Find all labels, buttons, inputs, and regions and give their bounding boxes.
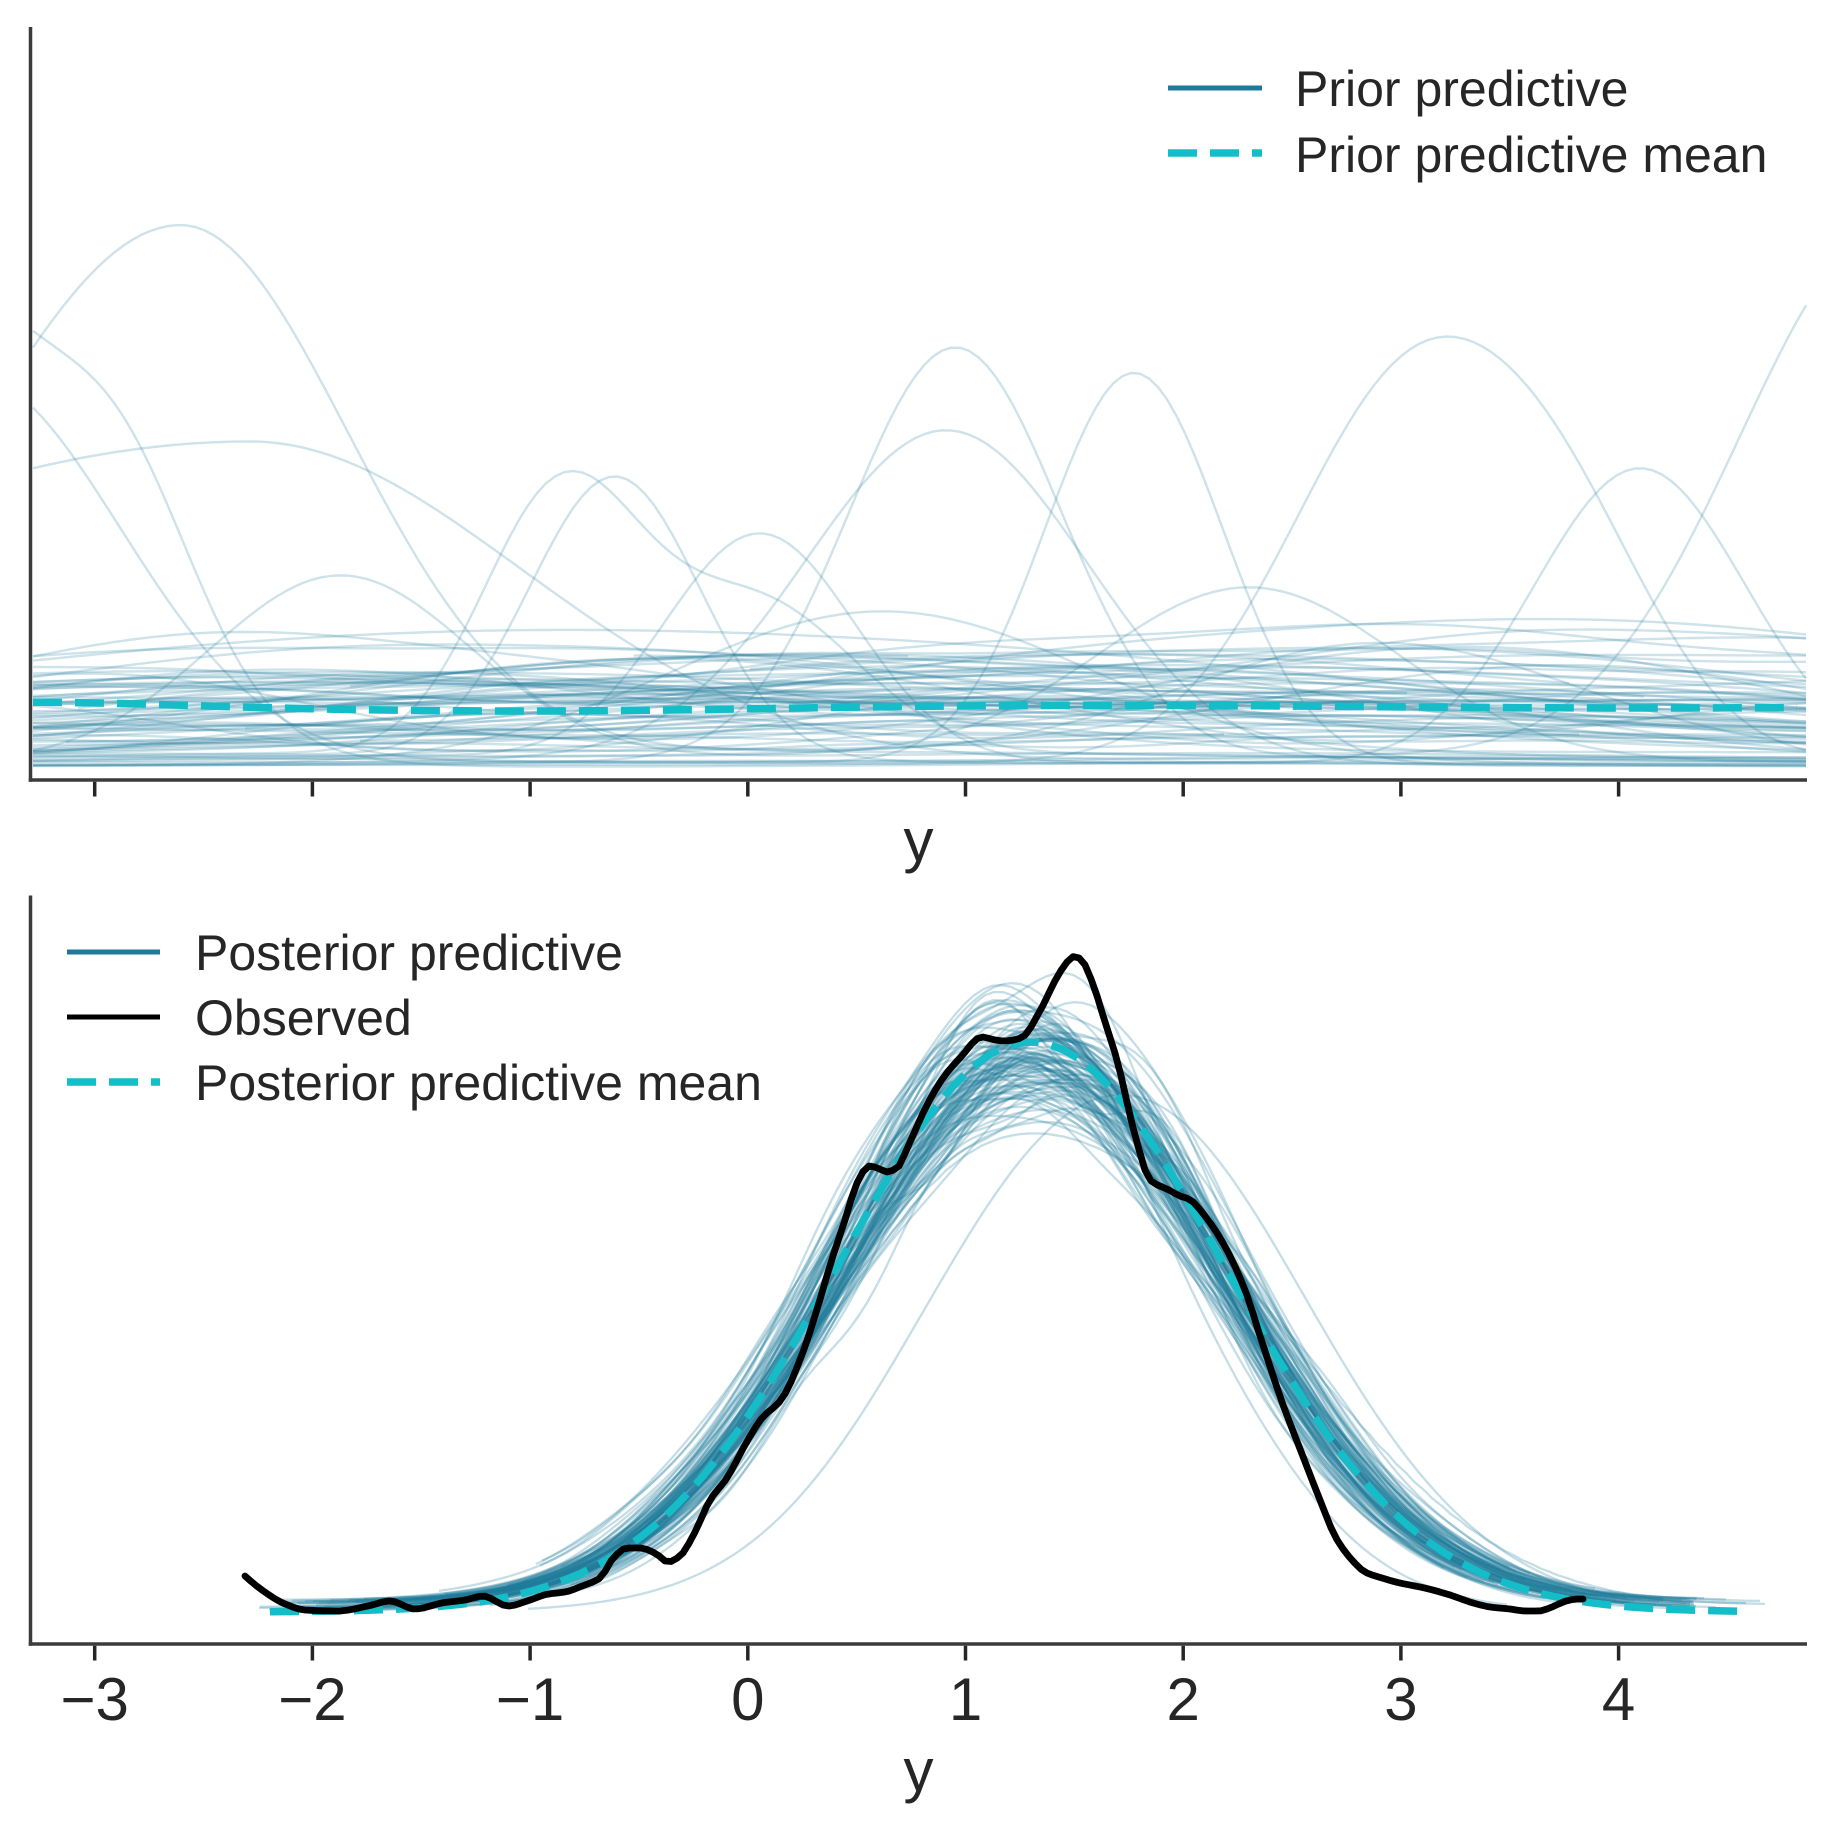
svg-text:−1: −1 bbox=[496, 1666, 564, 1733]
svg-text:y: y bbox=[904, 1737, 934, 1804]
svg-text:Prior predictive: Prior predictive bbox=[1295, 61, 1628, 117]
svg-text:4: 4 bbox=[1602, 1666, 1635, 1733]
svg-text:2: 2 bbox=[1167, 1666, 1200, 1733]
svg-text:−2: −2 bbox=[278, 1666, 346, 1733]
svg-text:0: 0 bbox=[731, 1666, 764, 1733]
svg-text:3: 3 bbox=[1384, 1666, 1417, 1733]
svg-text:Observed: Observed bbox=[195, 990, 412, 1046]
svg-text:Posterior predictive mean: Posterior predictive mean bbox=[195, 1055, 762, 1111]
svg-text:1: 1 bbox=[949, 1666, 982, 1733]
svg-text:Posterior predictive: Posterior predictive bbox=[195, 925, 623, 981]
svg-text:Prior predictive mean: Prior predictive mean bbox=[1295, 127, 1767, 183]
svg-text:−3: −3 bbox=[60, 1666, 128, 1733]
svg-text:y: y bbox=[904, 807, 934, 874]
